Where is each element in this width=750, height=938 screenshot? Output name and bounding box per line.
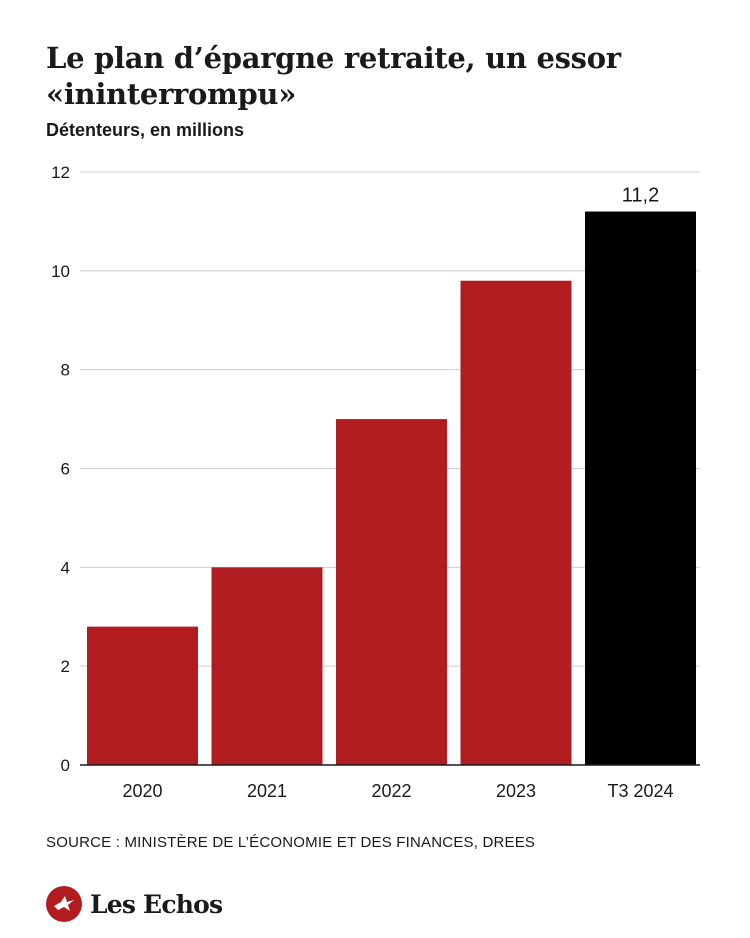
brand-name: Les Echos [90, 889, 223, 919]
x-tick-label: 2022 [371, 781, 411, 801]
bar [585, 211, 696, 765]
y-tick-label: 4 [61, 558, 70, 577]
brand-logo: Les Echos [46, 886, 223, 922]
bar-chart: 0 2 4 6 8 10 12 2020 2021 2022 2023 T3 2024 11,2 [51, 163, 700, 801]
chart-subtitle: Détenteurs, en millions [46, 120, 245, 140]
bar [460, 280, 572, 765]
x-tick-label: 2020 [122, 781, 162, 801]
source-note: SOURCE : MINISTÈRE DE L’ÉCONOMIE ET DES … [46, 834, 536, 851]
y-tick-label: 0 [61, 756, 70, 775]
bar [87, 626, 198, 765]
y-tick-label: 2 [61, 657, 70, 676]
y-tick-label: 8 [61, 361, 70, 380]
bar [211, 567, 323, 765]
chart-title: Le plan d’épargne retraite, un essor «in… [46, 41, 621, 111]
y-tick-label: 12 [51, 163, 70, 182]
y-tick-label: 6 [61, 460, 70, 479]
bar [336, 419, 447, 765]
x-tick-label: 2021 [247, 781, 287, 801]
x-tick-label: 2023 [496, 781, 536, 801]
data-label: 11,2 [622, 185, 659, 207]
y-tick-label: 10 [51, 262, 70, 281]
bird-icon [46, 886, 82, 922]
x-tick-label: T3 2024 [607, 781, 673, 801]
